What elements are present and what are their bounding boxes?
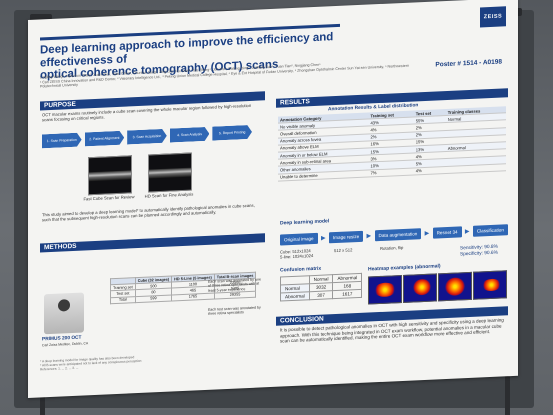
dl-pipeline: Original image ▶ Image resize ▶ Data augme… <box>280 222 508 246</box>
table-cell: 7% <box>368 167 414 177</box>
augmentation-ops: Rotation, flip <box>380 244 404 252</box>
pipeline-step: Resnet 34 <box>432 225 462 239</box>
pipeline-step: Image resize <box>328 230 364 243</box>
pipeline-step: Classification <box>472 223 508 237</box>
arrow-right-icon: ▶ <box>464 228 470 235</box>
table-cell: Abnormal <box>280 291 310 302</box>
table-cell: 1617 <box>332 289 362 299</box>
arrow-right-icon: ▶ <box>424 230 430 237</box>
workflow-step: 4. Scan Analysis <box>170 127 210 143</box>
heatmap-title: Heatmap examples (abnormal) <box>368 263 441 273</box>
cube-scan-image <box>88 155 132 196</box>
table-cell: 307 <box>309 290 333 300</box>
workflow-step: 2. Patient Alignment <box>85 131 125 147</box>
purpose-aim: This study aimed to develop a deep learn… <box>42 202 255 223</box>
confusion-title: Confusion matrix <box>280 265 322 274</box>
table-cell: 4% <box>413 166 446 175</box>
cube-scan-caption: Fast Cube Scan for Review <box>83 194 135 202</box>
oct-device-photo <box>44 292 84 335</box>
poster: ZEISS Deep learning approach to improve … <box>28 0 518 398</box>
exam-workflow: 1. Scan Preparation 2. Patient Alignment… <box>42 125 252 149</box>
zeiss-logo: ZEISS <box>480 6 506 28</box>
section-methods: METHODS <box>40 233 265 253</box>
hd-scan-caption: HD Scan for Fine Analysis <box>144 191 194 199</box>
heatmap-image <box>473 270 507 300</box>
table-cell: 1765 <box>171 292 215 301</box>
hd-scan-image <box>148 152 192 193</box>
poster-number: Poster # 1514 - A0198 <box>435 58 502 69</box>
table-cell <box>445 163 506 174</box>
specificity-value: Specificity: 90.6% <box>460 250 498 258</box>
heatmap-image <box>438 271 472 302</box>
pipeline-step: Data augmentation <box>374 227 422 241</box>
workflow-step: 5. Report Printing <box>212 125 252 141</box>
methods-note-2: Each test scan was annotated by three re… <box>208 305 261 317</box>
dl-model-title: Deep learning model <box>280 218 330 227</box>
workflow-step: 1. Scan Preparation <box>42 133 82 149</box>
pipeline-step: Original image <box>280 232 318 246</box>
metrics: Sensitivity: 90.8% Specificity: 90.6% <box>460 245 498 259</box>
board-clip <box>30 14 52 22</box>
confusion-matrix: Normal Abnormal Normal 3032 168 Abnormal 307… <box>280 273 362 302</box>
table-cell: Total <box>110 296 136 304</box>
resize-dims: 512 x 512 <box>334 247 353 254</box>
heatmap-image <box>368 275 402 305</box>
annotation-table: Annotation Category Training set Test se… <box>278 106 506 181</box>
table-cell: 599 <box>135 294 172 303</box>
heatmap-image <box>403 273 437 303</box>
arrow-right-icon: ▶ <box>366 232 372 240</box>
workflow-step: 3. Scan Acquisition <box>127 129 167 145</box>
arrow-right-icon: ▶ <box>320 234 326 242</box>
footnotes: * A deep learning model for image qualit… <box>40 349 260 371</box>
methods-note-1: Each scan was annotated by one of three … <box>208 277 261 293</box>
line-size: 5-line: 1024x1024 <box>280 253 314 260</box>
